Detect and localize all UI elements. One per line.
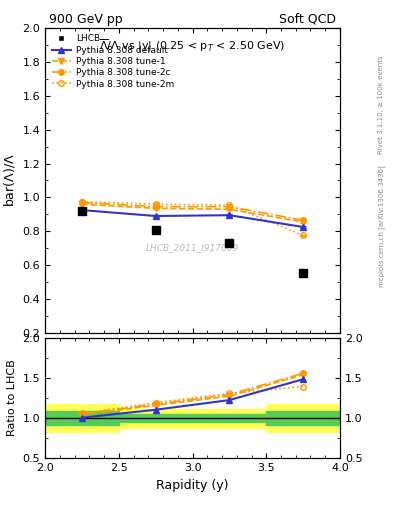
Y-axis label: Ratio to LHCB: Ratio to LHCB bbox=[7, 360, 17, 436]
Legend: LHCB, Pythia 8.308 default, Pythia 8.308 tune-1, Pythia 8.308 tune-2c, Pythia 8.: LHCB, Pythia 8.308 default, Pythia 8.308… bbox=[50, 33, 176, 90]
Text: mcplots.cern.ch [arXiv:1306.3436]: mcplots.cern.ch [arXiv:1306.3436] bbox=[378, 165, 385, 287]
Text: 900 GeV pp: 900 GeV pp bbox=[49, 13, 123, 26]
Text: LHCB_2011_I917009: LHCB_2011_I917009 bbox=[146, 243, 239, 252]
Text: $\overline{\Lambda}/\Lambda$ vs |y| (0.25 < p$_T$ < 2.50 GeV): $\overline{\Lambda}/\Lambda$ vs |y| (0.2… bbox=[99, 37, 286, 54]
Y-axis label: bar($\Lambda$)/$\Lambda$: bar($\Lambda$)/$\Lambda$ bbox=[2, 154, 17, 207]
X-axis label: Rapidity (y): Rapidity (y) bbox=[156, 479, 229, 492]
Text: Soft QCD: Soft QCD bbox=[279, 13, 336, 26]
Text: Rivet 3.1.10, ≥ 100k events: Rivet 3.1.10, ≥ 100k events bbox=[378, 55, 384, 154]
